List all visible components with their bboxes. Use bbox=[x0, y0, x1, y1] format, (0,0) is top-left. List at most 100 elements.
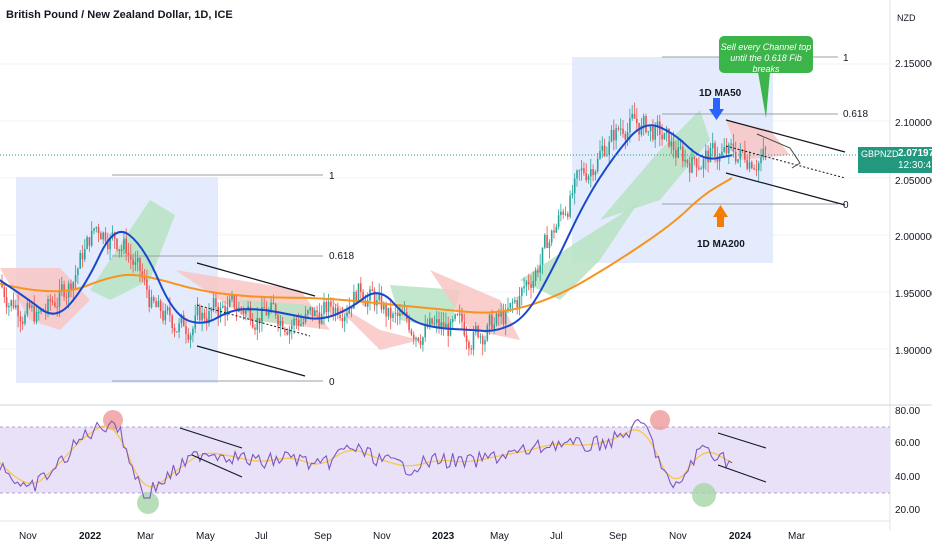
candle-body bbox=[15, 305, 17, 308]
candle-body bbox=[504, 311, 507, 325]
candle-body bbox=[155, 301, 157, 308]
candle-body bbox=[286, 331, 288, 335]
x-tick-2023: 2023 bbox=[432, 531, 455, 542]
fib-2022-0618: 0.618 bbox=[329, 251, 354, 262]
candle-body bbox=[672, 141, 675, 150]
candle-body bbox=[251, 320, 254, 328]
candle-body bbox=[629, 118, 631, 133]
candle-body bbox=[157, 300, 160, 308]
candle-body bbox=[334, 307, 337, 315]
candle-body bbox=[330, 301, 332, 307]
candle-body bbox=[702, 159, 705, 169]
candle-body bbox=[31, 305, 33, 308]
candle-body bbox=[215, 298, 217, 307]
candle-body bbox=[546, 234, 548, 248]
candle-body bbox=[631, 113, 633, 119]
candle-body bbox=[224, 305, 226, 316]
candle-body bbox=[256, 317, 259, 330]
candle-body bbox=[498, 313, 500, 317]
candle-body bbox=[348, 306, 351, 314]
candle-body bbox=[613, 130, 615, 141]
candle-body bbox=[196, 306, 199, 316]
candle-body bbox=[56, 306, 58, 308]
candle-body bbox=[502, 311, 505, 325]
candle-body bbox=[562, 211, 564, 215]
y-tick-1900: 1.900000 bbox=[895, 346, 932, 357]
candle-body bbox=[541, 247, 544, 265]
candle-body bbox=[491, 314, 493, 329]
candle-body bbox=[86, 237, 88, 249]
rsi-tick-20: 20.00 bbox=[895, 505, 920, 516]
candle-body bbox=[58, 289, 61, 307]
candle-body bbox=[431, 318, 433, 324]
candle-body bbox=[447, 323, 449, 336]
price-tag-symbol: GBPNZD bbox=[861, 149, 899, 159]
ma200-line bbox=[0, 177, 733, 314]
candle-body bbox=[277, 315, 279, 326]
candle-body bbox=[617, 128, 620, 130]
candle-body bbox=[615, 128, 617, 141]
candle-body bbox=[21, 321, 24, 324]
candle-body bbox=[516, 300, 518, 308]
candle-body bbox=[70, 283, 72, 291]
candle-body bbox=[173, 328, 176, 332]
candle-body bbox=[159, 300, 162, 311]
candle-body bbox=[663, 133, 666, 140]
candle-body bbox=[564, 213, 567, 215]
candle-body bbox=[178, 323, 180, 332]
candle-body bbox=[100, 233, 102, 240]
candle-body bbox=[270, 302, 272, 312]
candle-body bbox=[166, 307, 169, 311]
x-tick-may: May bbox=[196, 531, 215, 542]
candle-body bbox=[576, 170, 578, 179]
candle-body bbox=[90, 230, 93, 246]
candle-body bbox=[525, 282, 528, 287]
chart-title: British Pound / New Zealand Dollar, 1D, … bbox=[6, 9, 233, 21]
x-tick-may: May bbox=[490, 531, 509, 542]
candle-body bbox=[521, 288, 523, 296]
x-tick-mar: Mar bbox=[788, 531, 806, 542]
candle-body bbox=[176, 331, 178, 333]
candle-body bbox=[84, 248, 86, 260]
candle-body bbox=[477, 326, 479, 338]
candle-body bbox=[302, 322, 305, 325]
rsi-channels bbox=[179, 427, 767, 483]
candle-body bbox=[362, 291, 364, 301]
candle-body bbox=[511, 302, 514, 304]
candle-body bbox=[245, 310, 247, 314]
candle-body bbox=[760, 157, 762, 164]
rsi-oversold-marker-1 bbox=[137, 492, 159, 514]
candle-body bbox=[626, 132, 629, 140]
candle-body bbox=[226, 306, 229, 316]
candle-body bbox=[65, 296, 68, 298]
candle-body bbox=[475, 326, 477, 333]
candle-body bbox=[141, 270, 144, 278]
channel-2022 bbox=[196, 262, 316, 377]
candle-body bbox=[272, 302, 275, 305]
candle-body bbox=[495, 313, 498, 325]
candle-body bbox=[670, 141, 673, 147]
candle-body bbox=[295, 318, 298, 320]
candle-body bbox=[610, 130, 613, 142]
candle-body bbox=[619, 128, 622, 130]
candle-body bbox=[458, 313, 461, 315]
candle-body bbox=[548, 242, 551, 248]
candle-body bbox=[268, 311, 270, 316]
candle-body bbox=[233, 294, 236, 308]
candle-body bbox=[136, 257, 139, 262]
candle-body bbox=[217, 306, 219, 317]
candle-body bbox=[454, 314, 456, 320]
rsi-tick-60: 60.00 bbox=[895, 438, 920, 449]
candle-body bbox=[371, 289, 374, 292]
candle-body bbox=[587, 176, 590, 181]
candle-body bbox=[180, 315, 183, 324]
candle-body bbox=[3, 287, 6, 298]
candle-body bbox=[688, 163, 691, 173]
ma50-line bbox=[0, 124, 733, 332]
candle-body bbox=[187, 333, 190, 340]
rsi-oversold-marker-2 bbox=[692, 483, 716, 507]
candle-body bbox=[470, 348, 472, 350]
candle-body bbox=[169, 307, 171, 316]
candle-body bbox=[686, 159, 689, 164]
